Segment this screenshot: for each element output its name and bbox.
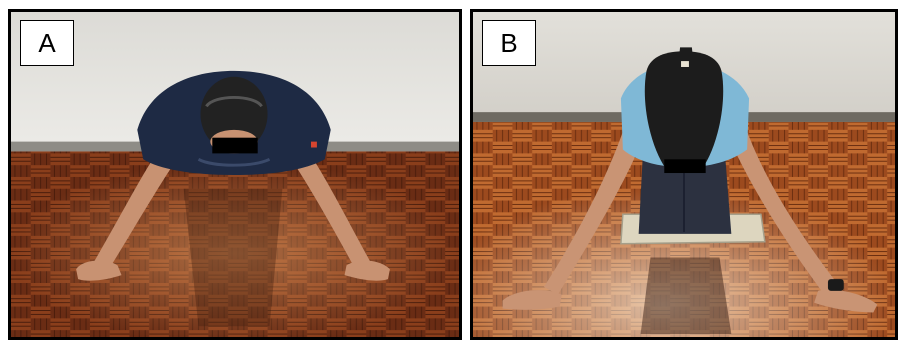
hair: [644, 51, 724, 170]
right-hand: [344, 260, 390, 281]
wristwatch: [827, 279, 844, 291]
panel-a-photo: A: [8, 9, 462, 340]
panel-label-b: B: [482, 20, 536, 66]
shirt-logo: [310, 141, 317, 148]
hair-highlight: [205, 96, 263, 108]
panel-b-photo: B: [470, 9, 898, 340]
left-arm: [91, 149, 177, 272]
kneeling-pushup-photo-b: [473, 12, 895, 337]
body-reflection: [640, 257, 732, 335]
panel-label-a: A: [20, 20, 74, 66]
right-arm: [725, 120, 840, 297]
shirt-print: [197, 157, 271, 167]
right-arm: [291, 149, 372, 270]
hair-clip: [681, 61, 689, 67]
jeans: [638, 159, 732, 234]
right-hand: [814, 289, 878, 313]
pushup-photo-a: [11, 12, 459, 337]
censor-bar: [212, 137, 258, 154]
left-hand: [502, 290, 562, 310]
body-reflection: [183, 188, 283, 327]
left-hand: [76, 260, 122, 281]
censor-bar: [664, 159, 706, 174]
left-arm: [543, 120, 647, 295]
head-hair: [200, 76, 268, 152]
floor-shine: [11, 151, 459, 337]
